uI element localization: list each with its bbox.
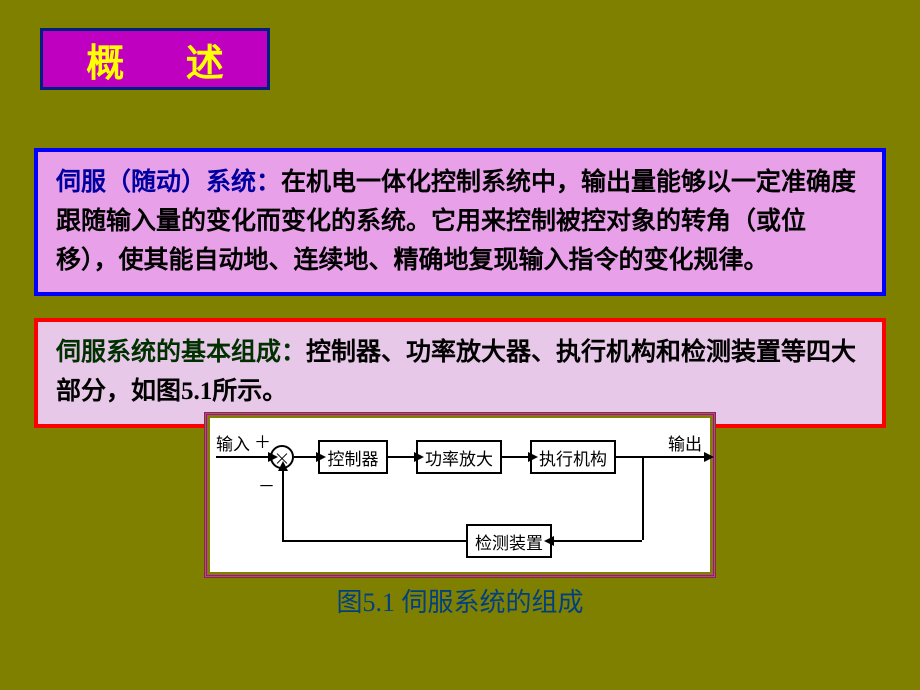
definition-term: 伺服（随动）系统： <box>56 169 281 196</box>
arrow-up-icon <box>278 461 288 471</box>
definition-box: 伺服（随动）系统：在机电一体化控制系统中，输出量能够以一定准确度跟随输入量的变化… <box>34 148 886 296</box>
edge <box>294 456 318 458</box>
node-det: 检测装置 <box>466 524 552 558</box>
diagram-label: － <box>258 472 275 497</box>
servo-block-diagram: 控制器功率放大执行机构检测装置 输入 输出 ＋ － <box>210 418 710 572</box>
edge <box>502 456 530 458</box>
diagram-label: 输入 <box>216 430 250 455</box>
arrow-right-icon <box>528 452 538 462</box>
edge <box>216 456 270 458</box>
arrow-right-icon <box>414 452 424 462</box>
edge <box>552 540 642 542</box>
arrow-left-icon <box>544 536 554 546</box>
node-amp: 功率放大 <box>416 440 502 474</box>
figure-caption: 图5.1 伺服系统的组成 <box>0 582 920 619</box>
page-title: 概 述 <box>40 28 270 90</box>
edge <box>388 456 416 458</box>
edge <box>282 469 284 542</box>
edge <box>642 456 644 540</box>
node-act: 执行机构 <box>530 440 616 474</box>
arrow-right-icon <box>704 452 714 462</box>
edge <box>282 540 466 542</box>
diagram-frame: 控制器功率放大执行机构检测装置 输入 输出 ＋ － <box>204 412 716 578</box>
edge <box>616 456 706 458</box>
node-ctrl: 控制器 <box>318 440 388 474</box>
arrow-right-icon <box>268 452 278 462</box>
diagram-label: ＋ <box>254 428 271 453</box>
composition-term: 伺服系统的基本组成： <box>56 339 306 366</box>
arrow-right-icon <box>316 452 326 462</box>
diagram-label: 输出 <box>668 430 702 455</box>
